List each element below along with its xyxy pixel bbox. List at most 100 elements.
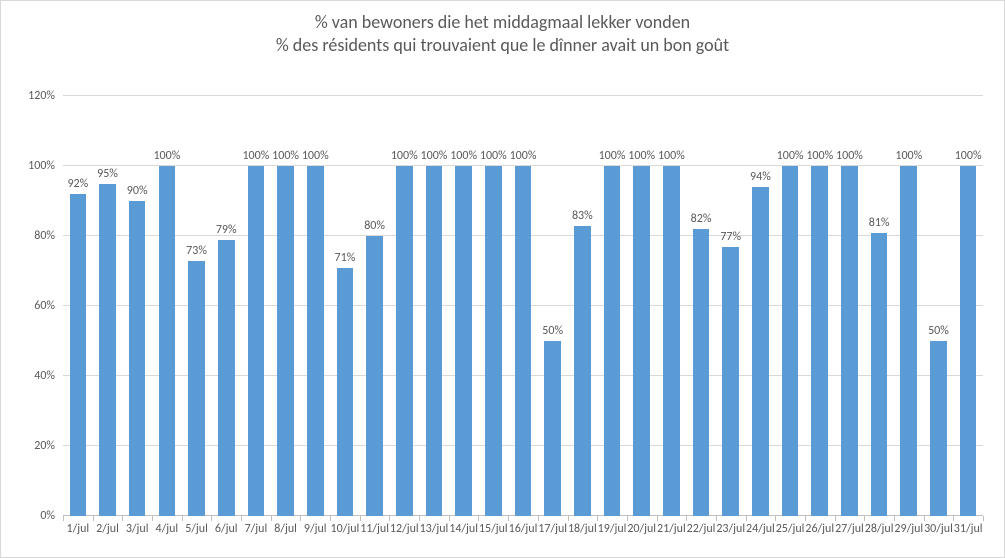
x-axis-label: 3/jul [126, 516, 149, 536]
x-tick [746, 516, 747, 521]
x-tick [627, 516, 628, 521]
bar-slot: 100%8/jul [271, 96, 301, 516]
bar [218, 240, 235, 517]
chart-title-line2: % des résidents qui trouvaient que le dî… [1, 34, 1004, 57]
bar-slot: 73%5/jul [182, 96, 212, 516]
x-axis-label: 5/jul [185, 516, 208, 536]
x-axis-label: 10/jul [331, 516, 360, 536]
bar-slot: 50%17/jul [538, 96, 568, 516]
bar-slot: 81%28/jul [864, 96, 894, 516]
y-axis-label: 80% [34, 229, 63, 243]
x-tick [122, 516, 123, 521]
bar-value-label: 82% [691, 212, 712, 226]
bar [574, 226, 591, 516]
bar [811, 166, 828, 516]
bar-value-label: 100% [895, 149, 922, 163]
x-tick [508, 516, 509, 521]
bar-value-label: 92% [67, 177, 88, 191]
x-axis-label: 8/jul [274, 516, 297, 536]
x-tick [63, 516, 64, 521]
x-tick [271, 516, 272, 521]
bar-slot: 100%25/jul [775, 96, 805, 516]
x-axis-label: 21/jul [657, 516, 686, 536]
bar-value-label: 100% [599, 149, 626, 163]
x-axis-label: 26/jul [805, 516, 834, 536]
x-axis-label: 16/jul [509, 516, 538, 536]
bar-value-label: 100% [302, 149, 329, 163]
x-tick [864, 516, 865, 521]
x-tick [805, 516, 806, 521]
x-axis-label: 6/jul [215, 516, 238, 536]
bar-value-label: 83% [572, 209, 593, 223]
x-axis-label: 2/jul [96, 516, 119, 536]
bar-slot: 94%24/jul [746, 96, 776, 516]
bar-slot: 80%11/jul [360, 96, 390, 516]
bar [99, 184, 116, 517]
bar-value-label: 100% [777, 149, 804, 163]
bar-value-label: 77% [720, 230, 741, 244]
x-tick [716, 516, 717, 521]
x-axis-label: 25/jul [776, 516, 805, 536]
bar [663, 166, 680, 516]
x-tick [389, 516, 390, 521]
bar-slot: 100%20/jul [627, 96, 657, 516]
bar-slot: 100%9/jul [300, 96, 330, 516]
bar-value-label: 73% [186, 244, 207, 258]
x-axis-label: 20/jul [627, 516, 656, 536]
bar-slot: 100%26/jul [805, 96, 835, 516]
bar [871, 233, 888, 517]
x-axis-label: 28/jul [865, 516, 894, 536]
bar-slot: 100%4/jul [152, 96, 182, 516]
bar [426, 166, 443, 516]
bar [188, 261, 205, 517]
bar-value-label: 100% [450, 149, 477, 163]
bar-value-label: 90% [127, 184, 148, 198]
x-tick [330, 516, 331, 521]
bar [930, 341, 947, 516]
bar-slot: 100%14/jul [449, 96, 479, 516]
bar-value-label: 80% [364, 219, 385, 233]
x-axis-label: 24/jul [746, 516, 775, 536]
x-tick [894, 516, 895, 521]
y-axis-label: 120% [28, 89, 63, 103]
bar-value-label: 100% [836, 149, 863, 163]
x-tick [300, 516, 301, 521]
bar-slot: 100%27/jul [835, 96, 865, 516]
x-axis-label: 15/jul [479, 516, 508, 536]
bar-slot: 50%30/jul [924, 96, 954, 516]
bar [455, 166, 472, 516]
bar-slot: 100%29/jul [894, 96, 924, 516]
bar-slot: 100%15/jul [478, 96, 508, 516]
bar-value-label: 100% [955, 149, 982, 163]
bar [366, 236, 383, 516]
bar [307, 166, 324, 516]
x-tick [211, 516, 212, 521]
bar-value-label: 100% [628, 149, 655, 163]
x-tick [478, 516, 479, 521]
x-axis-label: 17/jul [538, 516, 567, 536]
bar-slot: 95%2/jul [93, 96, 123, 516]
x-tick [924, 516, 925, 521]
bar [782, 166, 799, 516]
y-axis-label: 60% [34, 299, 63, 313]
x-tick [538, 516, 539, 521]
bar [277, 166, 294, 516]
bar-slot: 79%6/jul [211, 96, 241, 516]
x-tick [241, 516, 242, 521]
x-tick [419, 516, 420, 521]
bar-value-label: 94% [750, 170, 771, 184]
x-axis-label: 11/jul [360, 516, 389, 536]
x-tick [93, 516, 94, 521]
x-axis-label: 4/jul [156, 516, 179, 536]
bar [544, 341, 561, 516]
x-tick [657, 516, 658, 521]
plot-area: 0%20%40%60%80%100%120%92%1/jul95%2/jul90… [63, 96, 983, 516]
bar-slot: 100%19/jul [597, 96, 627, 516]
bars: 92%1/jul95%2/jul90%3/jul100%4/jul73%5/ju… [63, 96, 983, 516]
bar-value-label: 79% [216, 223, 237, 237]
bar [604, 166, 621, 516]
chart-container: % van bewoners die het middagmaal lekker… [0, 0, 1005, 558]
bar-value-label: 100% [391, 149, 418, 163]
x-axis-label: 19/jul [598, 516, 627, 536]
x-tick [360, 516, 361, 521]
